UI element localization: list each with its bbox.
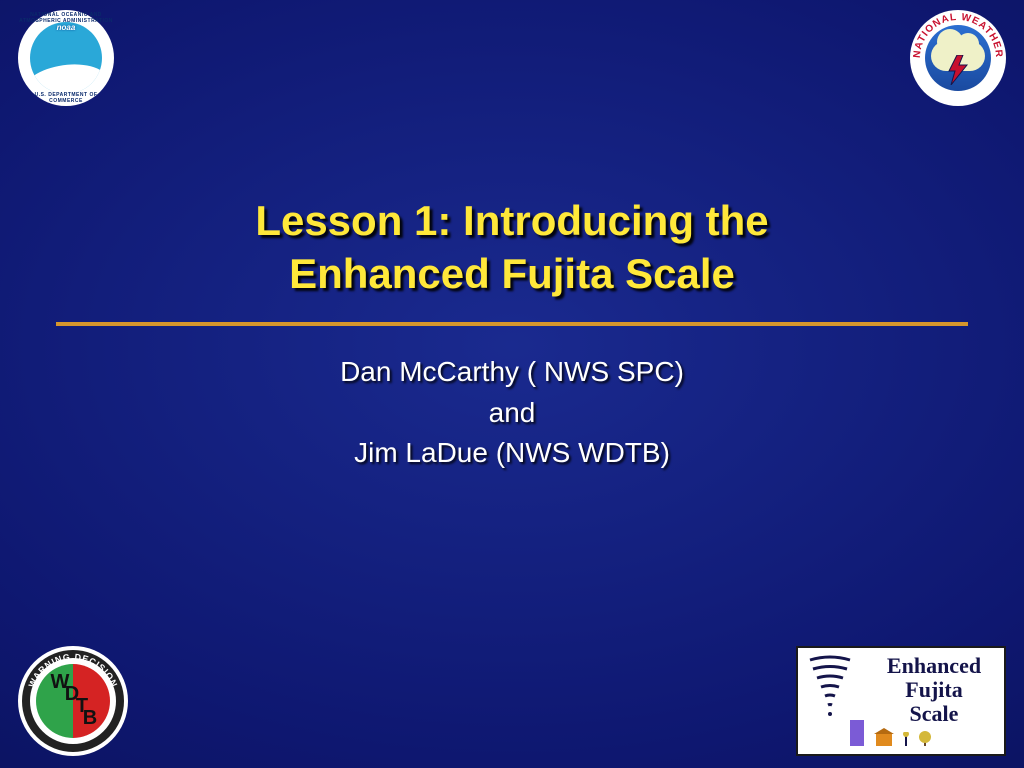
authors-block: Dan McCarthy ( NWS SPC) and Jim LaDue (N… (0, 352, 1024, 474)
nws-inner-circle (925, 25, 991, 91)
ef-box: Enhanced Fujita Scale (796, 646, 1006, 756)
noaa-wordmark: noaa (18, 23, 114, 32)
ef-line1: Enhanced (874, 654, 994, 678)
svg-text:B: B (83, 707, 97, 729)
noaa-ring-bottom-text: U.S. DEPARTMENT OF COMMERCE (18, 92, 114, 104)
ef-line2: Fujita (874, 678, 994, 702)
ef-damage-icons (848, 718, 932, 746)
nws-outer-circle: NATIONAL WEATHER SERVICE (910, 10, 1006, 106)
nws-lightning-icon (947, 55, 969, 85)
title-underline (56, 322, 968, 326)
ef-pole-icon (902, 732, 910, 746)
author-line1: Dan McCarthy ( NWS SPC) (0, 352, 1024, 393)
ef-text: Enhanced Fujita Scale (874, 654, 994, 727)
ef-tornado-icon (806, 654, 854, 724)
author-line2: and (0, 393, 1024, 434)
slide-title: Lesson 1: Introducing the Enhanced Fujit… (255, 195, 768, 300)
nws-logo: NATIONAL WEATHER SERVICE (910, 10, 1006, 106)
ef-tree-icon (918, 730, 932, 746)
title-block: Lesson 1: Introducing the Enhanced Fujit… (0, 195, 1024, 300)
author-line3: Jim LaDue (NWS WDTB) (0, 433, 1024, 474)
title-line2: Enhanced Fujita Scale (289, 250, 735, 297)
wdtb-inner-circle: W D T B (36, 664, 110, 738)
noaa-logo: NATIONAL OCEANIC AND ATMOSPHERIC ADMINIS… (18, 10, 114, 106)
noaa-inner-circle (30, 22, 102, 94)
wdtb-logo: WARNING DECISION TRAINING BRANCH W D T B (18, 646, 128, 756)
noaa-outer-circle: NATIONAL OCEANIC AND ATMOSPHERIC ADMINIS… (18, 10, 114, 106)
ef-house-icon (874, 728, 894, 746)
wdtb-letters: W D T B (36, 664, 110, 738)
ef-scale-logo: Enhanced Fujita Scale (796, 646, 1006, 756)
ef-building-icon (848, 718, 866, 746)
wdtb-outer-circle: WARNING DECISION TRAINING BRANCH W D T B (18, 646, 128, 756)
noaa-bird-swoop (30, 59, 102, 94)
title-line1: Lesson 1: Introducing the (255, 197, 768, 244)
